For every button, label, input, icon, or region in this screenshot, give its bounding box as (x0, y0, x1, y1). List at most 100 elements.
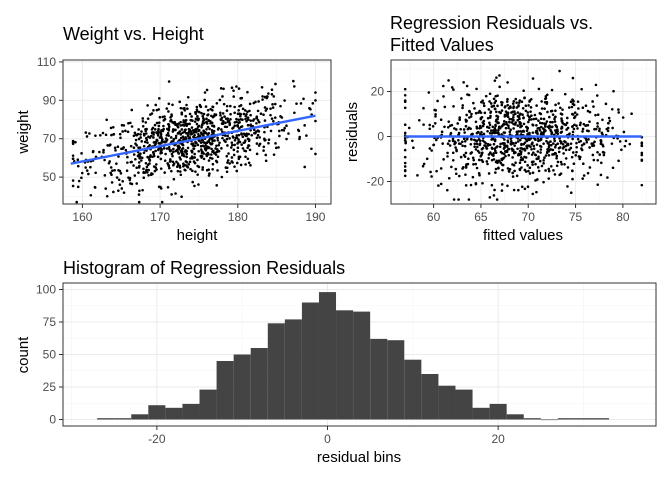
data-point (494, 167, 498, 171)
data-point (493, 188, 496, 192)
data-point (245, 119, 248, 123)
data-point (267, 138, 271, 142)
data-point (156, 155, 160, 159)
data-point (237, 118, 241, 122)
data-point (195, 108, 199, 111)
data-point (488, 92, 492, 96)
data-point (217, 143, 221, 147)
data-point (484, 94, 488, 98)
data-point (512, 115, 515, 119)
data-point (238, 140, 242, 144)
data-point (85, 169, 89, 172)
data-point (256, 109, 260, 113)
data-point (75, 200, 79, 204)
data-point (547, 145, 551, 149)
data-point (403, 93, 407, 97)
data-point (247, 132, 250, 136)
data-point (202, 116, 205, 120)
data-point (441, 142, 444, 145)
data-point (516, 137, 520, 140)
data-point (498, 145, 502, 149)
data-point (522, 89, 525, 93)
data-point (241, 135, 245, 138)
data-point (110, 133, 113, 137)
data-point (494, 99, 498, 103)
data-point (560, 126, 564, 130)
histogram-bar (455, 389, 473, 420)
data-point (538, 159, 542, 163)
data-point (192, 131, 195, 134)
data-point (521, 106, 525, 110)
histogram-bar (404, 359, 422, 420)
histogram-bar (574, 418, 592, 420)
data-point (498, 74, 501, 77)
data-point (520, 147, 523, 150)
data-point (200, 123, 204, 127)
data-point (494, 123, 497, 127)
data-point (523, 160, 527, 164)
data-point (499, 161, 503, 165)
data-point (180, 112, 184, 116)
data-point (216, 155, 220, 159)
data-point (530, 147, 533, 151)
data-point (548, 115, 551, 119)
data-point (507, 170, 511, 173)
data-point (292, 79, 295, 83)
data-point (571, 113, 575, 116)
data-point (519, 152, 523, 156)
data-point (494, 128, 497, 132)
data-point (604, 102, 608, 106)
data-point (412, 146, 415, 150)
data-point (554, 115, 557, 119)
data-point (184, 136, 187, 139)
data-point (532, 147, 536, 150)
data-point (553, 117, 556, 121)
data-point (110, 181, 114, 184)
data-point (179, 120, 182, 124)
data-point (473, 142, 477, 146)
data-point (463, 144, 467, 148)
data-point (547, 153, 551, 157)
data-point (229, 104, 232, 108)
data-point (230, 143, 234, 147)
data-point (516, 111, 520, 114)
residuals-x-tick-label: 70 (522, 210, 536, 224)
data-point (180, 151, 184, 155)
data-point (205, 117, 208, 121)
data-point (233, 138, 237, 142)
data-point (177, 146, 180, 150)
data-point (157, 129, 160, 132)
data-point (195, 118, 199, 121)
data-point (162, 124, 165, 128)
data-point (571, 137, 574, 141)
data-point (517, 101, 521, 104)
data-point (232, 89, 235, 92)
data-point (537, 169, 541, 173)
data-point (263, 95, 267, 99)
data-point (264, 153, 268, 157)
data-point (502, 152, 506, 156)
data-point (155, 108, 159, 112)
data-point (246, 116, 250, 119)
data-point (165, 134, 169, 137)
data-point (222, 102, 226, 106)
data-point (584, 124, 587, 127)
data-point (483, 140, 486, 144)
data-point (71, 179, 75, 182)
data-point (421, 164, 425, 168)
data-point (591, 153, 595, 157)
data-point (531, 131, 535, 134)
data-point (210, 121, 214, 125)
data-point (545, 151, 549, 155)
data-point (193, 152, 196, 156)
data-point (175, 160, 178, 164)
data-point (196, 115, 199, 118)
data-point (172, 150, 175, 154)
data-point (518, 138, 522, 142)
data-point (481, 181, 484, 185)
data-point (188, 112, 192, 116)
data-point (539, 117, 543, 120)
data-point (490, 183, 494, 187)
data-point (598, 127, 601, 131)
data-point (457, 142, 461, 145)
